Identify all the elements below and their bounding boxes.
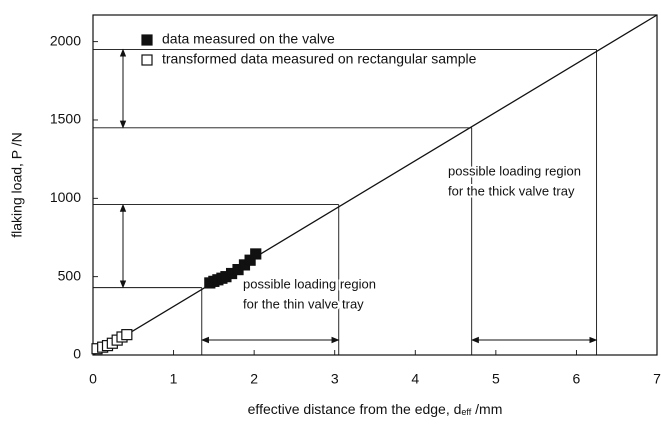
fit-line — [92, 14, 658, 356]
x-tick-label: 2 — [250, 371, 258, 387]
legend-label: transformed data measured on rectangular… — [162, 51, 477, 67]
data-point — [121, 329, 133, 341]
x-tick-label: 6 — [573, 371, 581, 387]
x-tick-label: 7 — [653, 371, 661, 387]
x-axis-label-main: effective distance from the edge, d — [248, 401, 462, 417]
y-tick-label: 1500 — [50, 111, 81, 127]
y-tick-label: 1000 — [50, 189, 81, 205]
y-axis-label: flaking load, P /N — [9, 132, 25, 238]
x-tick-label: 5 — [492, 371, 500, 387]
x-axis-label-unit: /mm — [471, 401, 502, 417]
legend-marker — [141, 34, 153, 46]
x-tick-label: 4 — [411, 371, 419, 387]
data-point — [250, 248, 262, 260]
annotation: for the thick valve tray — [448, 183, 575, 198]
annotation: for the thin valve tray — [243, 296, 364, 311]
y-tick-label: 500 — [58, 267, 82, 283]
x-tick-label: 3 — [331, 371, 339, 387]
x-tick-label: 1 — [170, 371, 178, 387]
y-tick-label: 2000 — [50, 32, 81, 48]
y-tick-label: 0 — [73, 346, 81, 362]
x-axis-label: effective distance from the edge, deff /… — [248, 401, 503, 418]
legend-label: data measured on the valve — [162, 31, 335, 47]
plot-frame — [92, 14, 658, 356]
data-point — [244, 254, 256, 266]
legend-marker — [141, 54, 153, 66]
x-axis-label-sub: eff — [461, 407, 471, 417]
annotation: possible loading region — [243, 276, 376, 291]
annotation: possible loading region — [448, 163, 581, 178]
x-tick-label: 0 — [89, 371, 97, 387]
